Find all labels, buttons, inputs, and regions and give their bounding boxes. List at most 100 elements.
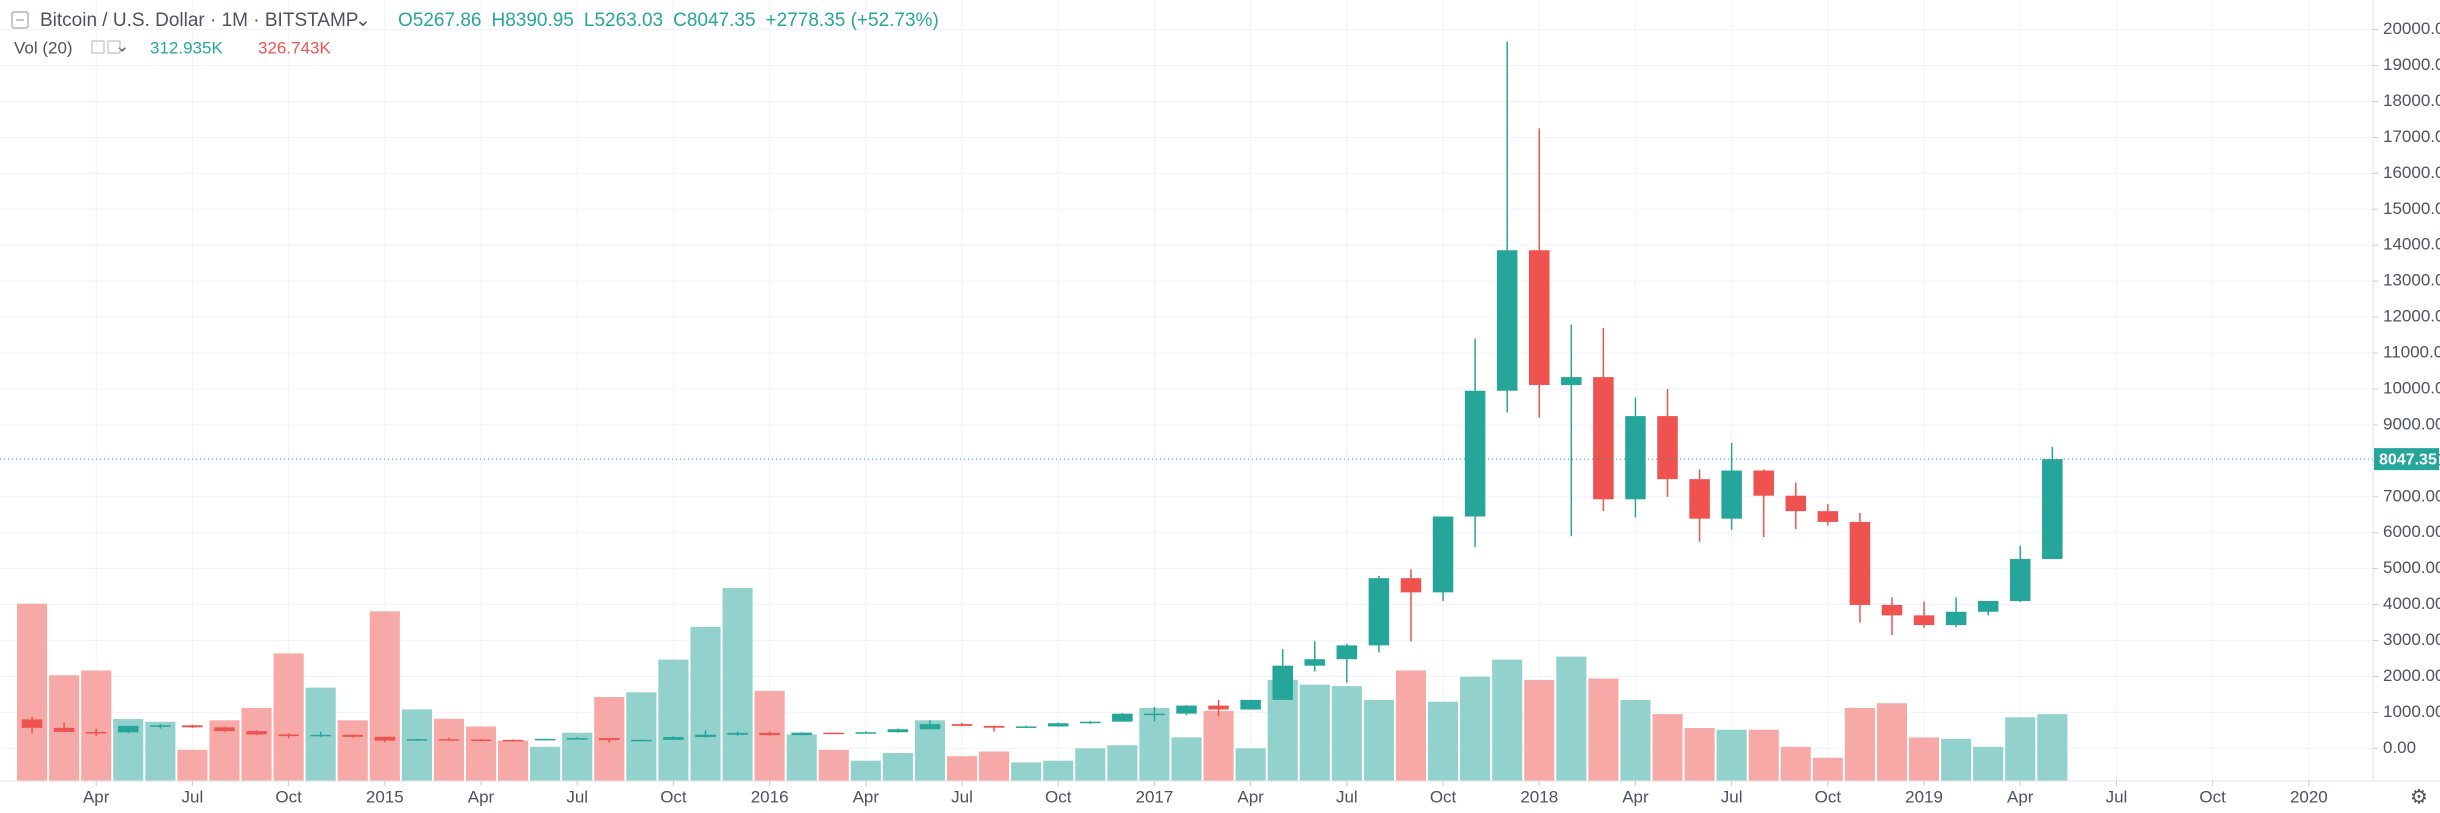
candle-body (182, 725, 203, 728)
y-tick-label: 9000.00 (2383, 414, 2440, 433)
volume-bar (818, 749, 849, 781)
volume-bar (1235, 748, 1266, 781)
ohlc-value: L5263.03 (584, 10, 663, 31)
candle-body (1208, 705, 1229, 710)
x-tick-label: Oct (1815, 787, 1842, 806)
x-tick-label: 2017 (1136, 787, 1174, 806)
candle-body (246, 731, 267, 735)
last-price-label: 8047.35 (2379, 451, 2437, 468)
volume-bar (465, 726, 497, 781)
x-tick-label: Jul (566, 787, 588, 806)
candle-body (951, 724, 973, 726)
candle-body (85, 731, 107, 734)
volume-bar (241, 707, 272, 781)
candle-body (1528, 250, 1550, 386)
volume-bar (1620, 700, 1651, 781)
candle-body (1689, 479, 1710, 519)
volume-bar (1812, 757, 1843, 781)
candle-body (855, 732, 877, 734)
y-tick-label: 3000.00 (2383, 630, 2440, 649)
volume-bar (1299, 684, 1330, 781)
volume-bar (658, 659, 689, 781)
candle-body (791, 732, 812, 736)
candle-body (438, 739, 460, 741)
x-tick-label: Oct (2199, 787, 2226, 806)
candle-body (1047, 723, 1069, 727)
ohlc-value: H8390.95 (491, 10, 573, 31)
volume-bar (1460, 676, 1491, 781)
x-tick-label: Oct (1430, 787, 1457, 806)
candle-body (1272, 665, 1293, 700)
candles (0, 41, 2373, 743)
candle-body (1721, 470, 1742, 519)
volume-value: 312.935K (150, 38, 223, 57)
volume-bar (754, 690, 785, 781)
volume-bar (177, 749, 208, 781)
volume-bar (1652, 714, 1683, 781)
candle-body (374, 736, 396, 741)
volume-bar (1844, 707, 1875, 781)
ohlc-value: +2778.35 (+52.73%) (766, 10, 939, 31)
x-tick-label: 2020 (2290, 787, 2328, 806)
candle-body (118, 725, 139, 733)
candle-body (1304, 659, 1326, 666)
collapse-icon[interactable] (11, 11, 29, 29)
candle-body (470, 739, 492, 742)
candle-body (1849, 521, 1871, 605)
x-tick-label: Jul (951, 787, 973, 806)
x-tick-label: Oct (1045, 787, 1072, 806)
y-tick-label: 4000.00 (2383, 594, 2440, 613)
candle-body (310, 734, 331, 737)
y-tick-label: 17000.00 (2383, 127, 2440, 146)
volume-bar (1331, 686, 1362, 781)
volume-bar (1973, 746, 2004, 781)
y-tick-label: 11000.00 (2383, 343, 2440, 362)
volume-ma-value: 326.743K (258, 38, 331, 57)
x-tick-label: Oct (660, 787, 687, 806)
volume-bar (786, 734, 817, 781)
volume-bar (882, 753, 913, 781)
y-tick-label: 5000.00 (2383, 558, 2440, 577)
candle-body (1753, 470, 1774, 496)
candle-body (1336, 645, 1358, 660)
volume-bar (145, 721, 176, 781)
volume-bar (1876, 703, 1908, 781)
volume-bar (81, 670, 112, 781)
candle-body (2009, 559, 2031, 601)
volume-bar (1363, 700, 1394, 781)
volume-bar (1941, 738, 1972, 781)
visibility-icon[interactable] (91, 40, 105, 54)
x-tick-label: Jul (1336, 787, 1358, 806)
candle-body (1561, 377, 1582, 386)
volume-bar (1107, 745, 1138, 781)
x-tick-label: Jul (2106, 787, 2128, 806)
y-tick-label: 16000.00 (2383, 163, 2440, 182)
volume-bar (1011, 762, 1042, 781)
settings-gear[interactable]: ⚙ (2410, 786, 2428, 808)
settings-icon[interactable] (107, 40, 121, 54)
volume-bar (979, 751, 1010, 781)
x-tick-label: Apr (1237, 787, 1264, 806)
axes: 0.00 1000.00 2000.00 3000.00 4000.00 5000.00 6… (83, 19, 2440, 806)
volume-bar (1075, 748, 1106, 781)
symbol-title[interactable]: Bitcoin / U.S. Dollar · 1M · BITSTAMP (40, 10, 358, 31)
x-tick-label: Oct (275, 787, 302, 806)
volume-bar (401, 709, 432, 781)
volume-bar (337, 720, 368, 781)
candle-body (1496, 250, 1518, 391)
candle-body (278, 734, 299, 737)
candle-body (599, 738, 620, 741)
volume-bar (2005, 717, 2036, 781)
x-tick-label: 2016 (751, 787, 789, 806)
y-tick-label: 13000.00 (2383, 271, 2440, 290)
legend-arrow[interactable]: ⌄ (355, 10, 371, 31)
last-price-box (2374, 448, 2439, 471)
y-tick-label: 14000.00 (2383, 235, 2440, 254)
candle-body (21, 719, 43, 728)
volume-bar (433, 718, 465, 781)
candle-body (566, 738, 588, 740)
candle-body (919, 724, 941, 730)
volume-bar (1556, 656, 1587, 781)
